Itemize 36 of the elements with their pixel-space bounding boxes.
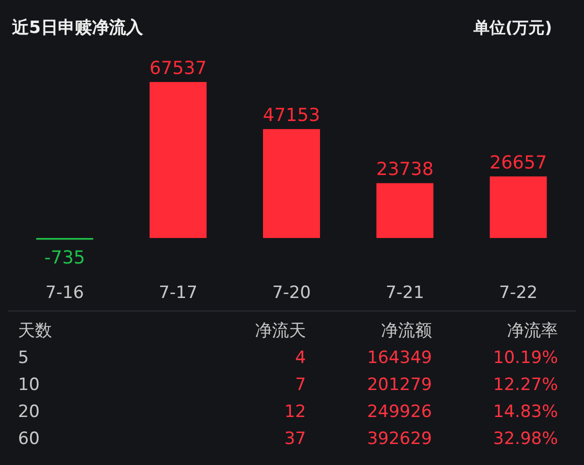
text: 37 (284, 429, 306, 449)
text: 7 (295, 375, 306, 395)
text: 单位(万元) (472, 18, 552, 37)
text: 净流率 (507, 321, 558, 341)
x-tick-label: 7-20 (272, 283, 311, 303)
text: 10.19% (493, 348, 558, 368)
bar (490, 176, 547, 238)
x-tick-label: 7-16 (45, 283, 84, 303)
data-label: 47153 (262, 105, 320, 126)
text: 净流额 (381, 321, 432, 341)
text: 14.83% (493, 402, 558, 422)
x-tick-label: 7-17 (158, 283, 198, 303)
text: 12.27% (493, 375, 558, 395)
text: 净流天 (255, 321, 306, 341)
text: 392629 (367, 429, 432, 449)
x-tick-label: 7-22 (499, 283, 538, 303)
text: 天数 (18, 321, 52, 341)
text: 60 (18, 429, 40, 449)
text: 201279 (367, 375, 432, 395)
data-label: 67537 (149, 58, 207, 79)
text: 32.98% (493, 429, 558, 449)
text: 12 (284, 402, 306, 422)
text: 20 (18, 402, 40, 422)
text: 10 (18, 375, 40, 395)
bar (376, 183, 434, 238)
chart-title: 近5日申赎净流入 (11, 18, 144, 38)
data-label: 23738 (376, 159, 434, 180)
bar (150, 82, 207, 238)
text: 5 (18, 348, 29, 368)
data-label: 26657 (490, 152, 547, 174)
data-label: -735 (44, 248, 86, 269)
text: 4 (295, 348, 306, 368)
text: 249926 (367, 402, 432, 422)
text: 164349 (367, 348, 432, 368)
bar (263, 129, 320, 238)
x-tick-label: 7-21 (386, 283, 424, 303)
